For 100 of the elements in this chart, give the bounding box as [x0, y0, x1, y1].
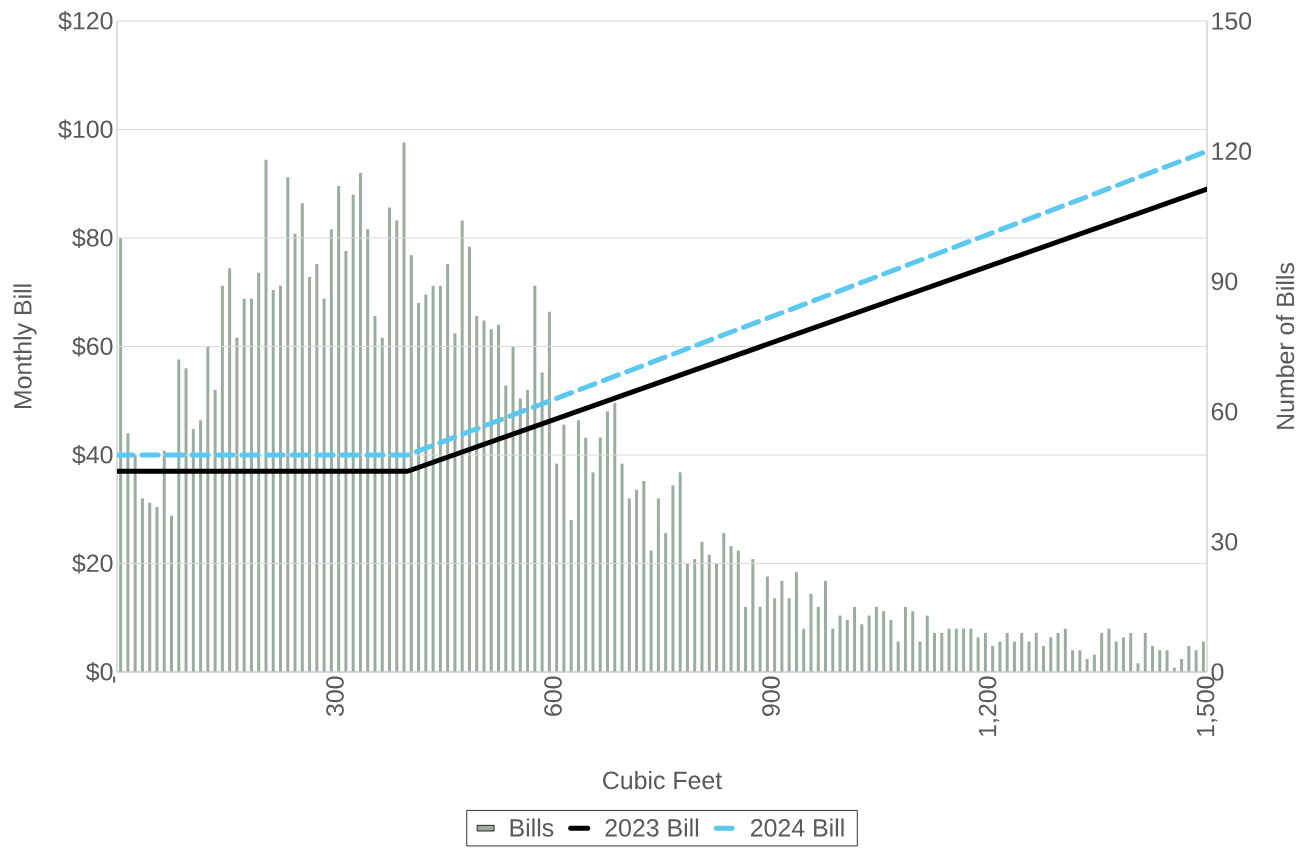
legend-label: Bills	[510, 818, 554, 837]
bar	[380, 337, 384, 672]
bar	[1056, 632, 1060, 672]
bar	[242, 298, 246, 672]
bar	[845, 619, 849, 672]
bar	[497, 324, 500, 672]
bar	[286, 177, 290, 672]
bar	[918, 641, 922, 672]
bar	[446, 264, 450, 672]
bar	[1020, 632, 1024, 672]
bar	[395, 220, 399, 672]
bar	[802, 628, 806, 672]
bar	[903, 606, 907, 672]
bar	[853, 606, 857, 672]
bar	[1187, 645, 1191, 672]
bar	[744, 606, 748, 672]
bar	[322, 298, 326, 672]
bar	[1121, 637, 1125, 672]
bar	[315, 264, 319, 672]
bar	[969, 628, 973, 672]
bar	[540, 372, 544, 672]
x-tick-label: 300	[326, 676, 344, 717]
bar	[983, 632, 987, 672]
bar	[678, 472, 682, 672]
bar	[424, 294, 428, 672]
bar	[976, 637, 980, 672]
x-tick-label: 900	[762, 676, 780, 716]
bar	[300, 203, 304, 672]
bar	[555, 463, 559, 672]
bar	[220, 285, 224, 672]
bar	[453, 333, 457, 672]
bar	[1165, 650, 1169, 672]
bar	[751, 559, 755, 672]
legend-label: 2023 Bill	[605, 818, 699, 837]
bar	[1027, 641, 1031, 672]
bar	[707, 554, 711, 672]
bar	[925, 615, 929, 672]
bar	[1114, 641, 1118, 672]
bar	[1085, 658, 1089, 672]
bar	[504, 385, 508, 672]
bar	[874, 606, 878, 672]
bar	[700, 541, 704, 672]
bar	[1129, 632, 1133, 672]
bar	[388, 207, 391, 672]
bar	[337, 185, 341, 672]
y2-tick-label: 150	[1212, 12, 1252, 30]
bar	[308, 277, 312, 672]
bar	[170, 515, 173, 672]
bar	[1194, 650, 1198, 672]
y2-axis-title: Number of Bills	[1275, 263, 1295, 429]
bar	[177, 359, 181, 672]
bar	[933, 632, 937, 672]
bar	[635, 489, 639, 672]
bar	[344, 251, 348, 672]
bar	[1012, 641, 1016, 672]
bar	[373, 316, 377, 672]
bar	[649, 550, 653, 672]
bar	[191, 428, 195, 672]
bar	[148, 502, 152, 672]
bar	[940, 632, 944, 672]
bar	[794, 572, 798, 672]
bar	[773, 598, 777, 672]
bar	[576, 420, 580, 672]
y2-tick-label: 60	[1211, 402, 1238, 421]
bar	[758, 606, 762, 672]
bar	[235, 337, 239, 672]
bar	[613, 402, 617, 672]
bar	[991, 645, 995, 672]
legend-label: 2024 Bill	[750, 818, 844, 837]
bar	[213, 389, 217, 672]
bar	[184, 368, 188, 672]
bar	[889, 619, 893, 672]
bar	[199, 420, 203, 672]
bar	[867, 615, 871, 672]
bar	[954, 628, 958, 672]
bar	[126, 433, 130, 672]
y-tick-label: $0	[86, 661, 113, 683]
bar	[642, 481, 646, 672]
bar	[358, 172, 362, 672]
bar	[838, 615, 842, 672]
bar	[1143, 632, 1147, 672]
bar	[1151, 645, 1155, 672]
bar	[467, 246, 471, 672]
bar	[1180, 658, 1184, 672]
x-tick-label: -	[113, 676, 116, 683]
bar	[547, 311, 551, 672]
bar	[271, 290, 275, 672]
bar	[119, 237, 123, 672]
bar	[591, 472, 595, 672]
bar	[1071, 650, 1075, 672]
bar	[351, 194, 355, 672]
bar	[1100, 632, 1104, 672]
x-tick-label: 600	[544, 676, 562, 716]
y-tick-label: $40	[72, 444, 113, 466]
bar	[438, 285, 442, 672]
bar	[606, 411, 609, 672]
bar	[228, 268, 232, 672]
bar	[489, 329, 493, 672]
bar	[722, 533, 726, 672]
bar	[860, 624, 864, 672]
